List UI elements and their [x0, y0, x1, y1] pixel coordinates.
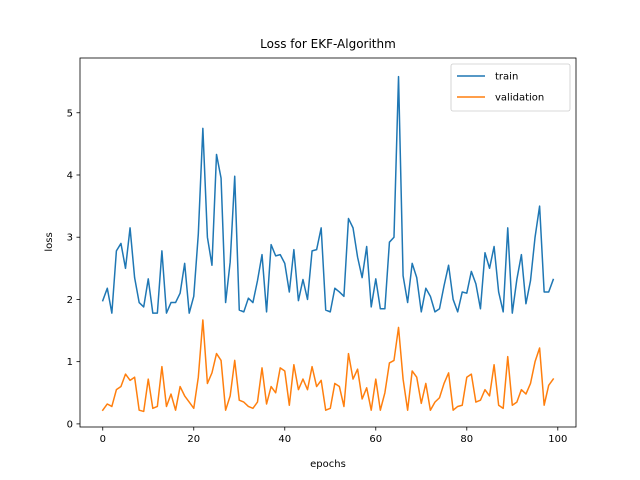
legend: train validation — [450, 63, 571, 112]
series-line-validation — [101, 319, 555, 413]
x-axis: 0 20 40 60 80 100 — [100, 427, 567, 445]
plot-frame — [79, 57, 577, 428]
x-tick-label: 0 — [100, 434, 106, 445]
y-tick-label: 2 — [67, 295, 73, 306]
y-axis-label: loss — [44, 232, 55, 251]
x-tick-label: 60 — [369, 434, 382, 445]
y-axis: 0 1 2 3 4 5 — [67, 108, 80, 430]
y-tick-label: 3 — [67, 233, 73, 244]
x-tick-label: 80 — [460, 434, 473, 445]
x-tick-label: 40 — [278, 434, 291, 445]
y-tick-label: 0 — [67, 419, 73, 430]
x-tick-label: 20 — [187, 434, 200, 445]
series-layer — [101, 75, 555, 413]
y-tick-label: 1 — [67, 357, 73, 368]
series-line-train — [101, 75, 555, 314]
legend-label-validation: validation — [495, 93, 544, 104]
chart-title: Loss for EKF-Algorithm — [260, 37, 396, 51]
y-tick-label: 5 — [67, 108, 73, 119]
legend-label-train: train — [495, 72, 518, 83]
x-tick-label: 100 — [548, 434, 567, 445]
x-axis-label: epochs — [310, 459, 346, 470]
y-tick-label: 4 — [67, 170, 73, 181]
